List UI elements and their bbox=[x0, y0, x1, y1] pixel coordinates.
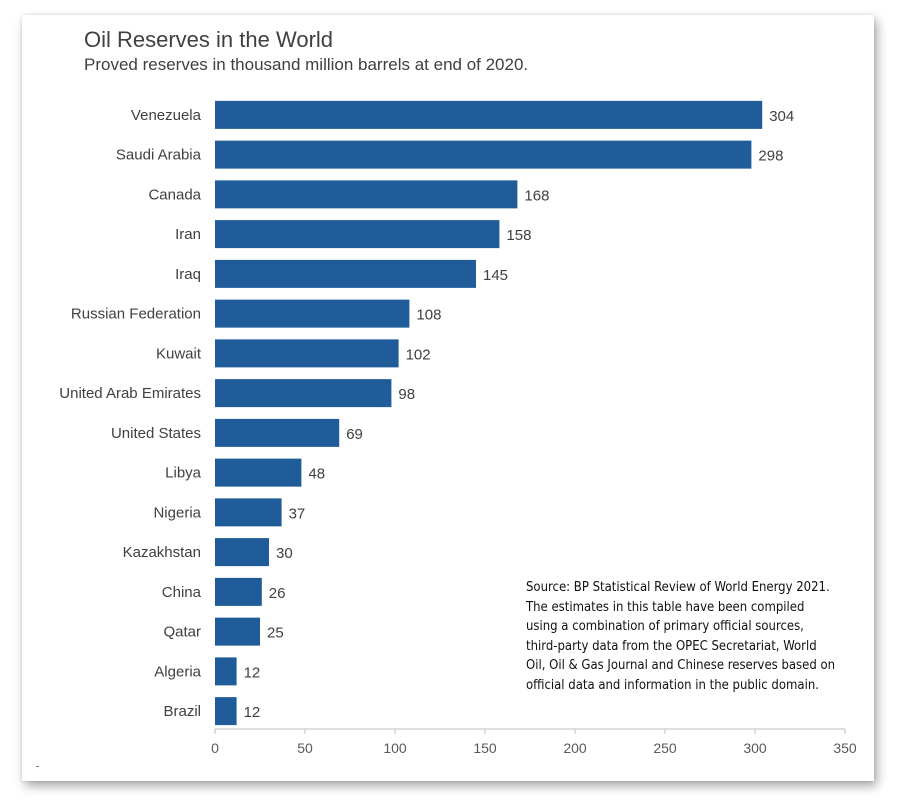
bar bbox=[215, 657, 237, 686]
category-label: United States bbox=[111, 425, 201, 442]
data-label: 12 bbox=[244, 704, 261, 721]
bar bbox=[215, 259, 476, 288]
bar bbox=[215, 458, 302, 487]
data-label: 168 bbox=[524, 187, 549, 204]
category-label: Venezuela bbox=[131, 107, 202, 124]
data-label: 158 bbox=[506, 227, 531, 244]
bar bbox=[215, 220, 500, 249]
corner-mark bbox=[36, 766, 39, 767]
bar bbox=[215, 498, 282, 527]
chart-title: Oil Reserves in the World bbox=[84, 27, 334, 52]
category-label: Brazil bbox=[163, 703, 201, 720]
x-tick-label: 200 bbox=[563, 740, 587, 756]
x-tick-label: 100 bbox=[383, 740, 407, 756]
x-tick-label: 350 bbox=[833, 740, 857, 756]
bar bbox=[215, 538, 269, 567]
category-label: Libya bbox=[165, 465, 202, 482]
data-label: 48 bbox=[308, 466, 325, 483]
category-label: China bbox=[162, 584, 202, 601]
source-note: Source: BP Statistical Review of World E… bbox=[526, 580, 836, 693]
category-label: Saudi Arabia bbox=[116, 147, 202, 164]
data-label: 30 bbox=[276, 545, 293, 562]
category-label: Iraq bbox=[175, 266, 201, 283]
data-label: 12 bbox=[244, 664, 261, 681]
category-label: Kazakhstan bbox=[123, 544, 201, 561]
x-tick-label: 150 bbox=[473, 740, 497, 756]
category-label: Russian Federation bbox=[71, 306, 201, 323]
bar bbox=[215, 379, 392, 408]
x-tick-label: 250 bbox=[653, 740, 677, 756]
data-label: 102 bbox=[406, 346, 431, 363]
bar bbox=[215, 617, 260, 646]
data-label: 298 bbox=[758, 148, 783, 165]
x-tick-label: 0 bbox=[211, 740, 219, 756]
category-label: United Arab Emirates bbox=[59, 385, 201, 402]
bar bbox=[215, 140, 752, 169]
data-label: 108 bbox=[416, 307, 441, 324]
x-tick-label: 50 bbox=[297, 740, 313, 756]
bar bbox=[215, 697, 237, 726]
bar bbox=[215, 339, 399, 368]
category-label: Canada bbox=[148, 186, 201, 203]
data-label: 37 bbox=[289, 505, 306, 522]
bar bbox=[215, 180, 518, 209]
bar bbox=[215, 299, 410, 328]
bar bbox=[215, 577, 262, 606]
category-label: Kuwait bbox=[156, 345, 202, 362]
data-label: 145 bbox=[483, 267, 508, 284]
chart-subtitle: Proved reserves in thousand million barr… bbox=[84, 55, 529, 74]
category-label: Nigeria bbox=[153, 504, 201, 521]
bar bbox=[215, 418, 340, 447]
data-label: 26 bbox=[269, 585, 286, 602]
x-tick-label: 300 bbox=[743, 740, 767, 756]
data-label: 98 bbox=[398, 386, 415, 403]
category-label: Algeria bbox=[154, 663, 201, 680]
bar bbox=[215, 100, 763, 129]
data-label: 304 bbox=[769, 108, 794, 125]
data-label: 25 bbox=[267, 625, 284, 642]
category-label: Iran bbox=[175, 226, 201, 243]
category-label: Qatar bbox=[163, 624, 201, 641]
data-label: 69 bbox=[346, 426, 363, 443]
